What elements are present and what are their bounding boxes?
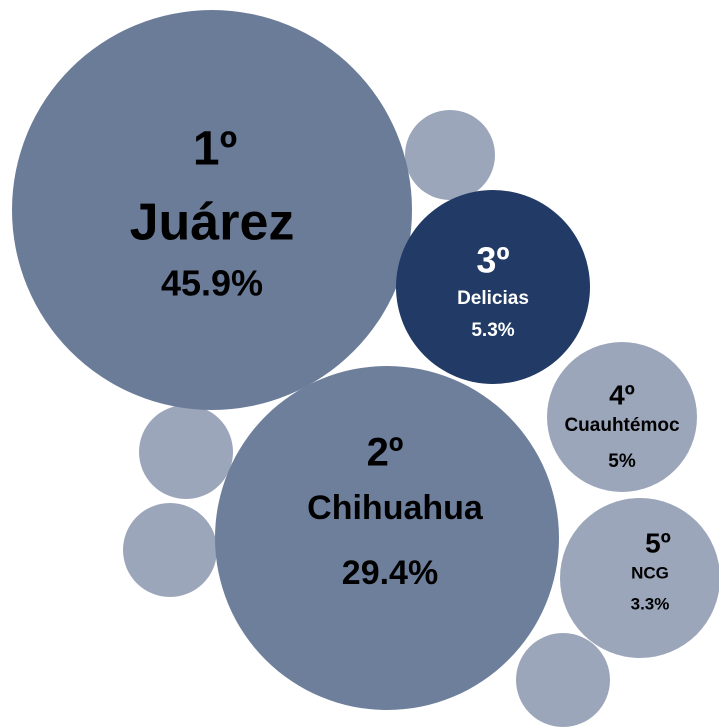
bubble-name: Juárez: [130, 194, 295, 252]
decor-circle: [405, 110, 495, 200]
bubble-name: Chihuahua: [307, 489, 484, 527]
bubble-circle: [547, 342, 697, 492]
bubble-value: 5.3%: [471, 320, 514, 341]
bubble-value: 29.4%: [342, 554, 438, 592]
bubble: 3º Delicias 5.3%: [396, 190, 590, 384]
bubble-value: 5%: [608, 451, 636, 472]
bubble-rank: 1º: [193, 123, 237, 176]
bubble: 2º Chihuahua 29.4%: [215, 366, 559, 710]
bubble: 5º NCG 3.3%: [560, 498, 719, 658]
decor-circle: [516, 633, 610, 727]
bubble-name: Delicias: [457, 288, 529, 309]
bubble-value: 45.9%: [161, 263, 263, 304]
bubble-circle: [215, 366, 559, 710]
decor-circle: [123, 503, 217, 597]
bubble: 4º Cuauhtémoc 5%: [547, 342, 697, 492]
bubble-name: NCG: [631, 563, 669, 582]
bubble-circle: [560, 498, 719, 658]
bubble-value: 3.3%: [631, 594, 670, 613]
bubble: 1º Juárez 45.9%: [12, 10, 412, 410]
bubble-circle: [396, 190, 590, 384]
bubble-rank: 5º: [645, 527, 671, 558]
bubbles: 5º NCG 3.3% 1º Juárez 45.9% 2º Chihuahua 29.4% 3º…: [12, 10, 719, 710]
bubble-rank: 2º: [367, 431, 404, 475]
bubble-rank: 3º: [476, 240, 509, 281]
decor-circle: [139, 405, 233, 499]
bubble-circle: [12, 10, 412, 410]
bubble-name: Cuauhtémoc: [564, 415, 680, 436]
bubble-rank: 4º: [609, 379, 635, 410]
